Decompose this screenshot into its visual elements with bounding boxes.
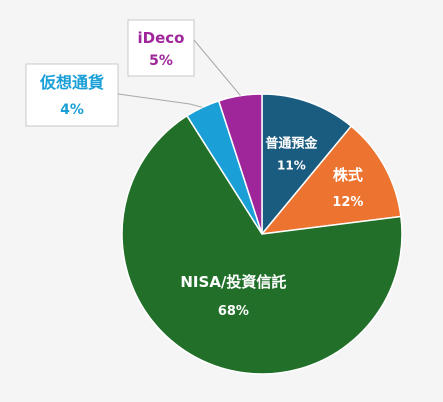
callout-box-4 [25, 63, 119, 127]
slice-label-ideco-5: iDeco [138, 29, 185, 47]
slice-label-slice-4: 仮想通貨 [39, 73, 104, 92]
slice-value-2: 12% [332, 195, 363, 210]
labels-layer: 普通預金 11% 株式 12% NISA/投資信託 68% 仮想通貨 4% iDeco 5% [39, 29, 363, 319]
callout-box-5 [127, 19, 195, 77]
slice-label-slice-2: 株式 [333, 166, 363, 184]
slice-value-3: 68% [218, 304, 249, 319]
pie-slice-2 [260, 125, 402, 235]
leader-line-5 [193, 39, 241, 96]
callouts-layer [25, 19, 241, 127]
slice-value-1: 11% [277, 158, 306, 172]
slices-layer [121, 93, 403, 375]
pie-slice-5 [217, 93, 263, 235]
slice-label-nisa-3: NISA/投資信託 [180, 273, 286, 291]
leader-line-4 [117, 93, 203, 108]
pie-slice-1 [261, 93, 353, 237]
slice-label-slice-1: 普通預金 [265, 135, 318, 151]
pie-slice-3 [121, 114, 403, 375]
slice-value-5: 5% [149, 53, 173, 69]
slice-value-4: 4% [60, 102, 84, 118]
